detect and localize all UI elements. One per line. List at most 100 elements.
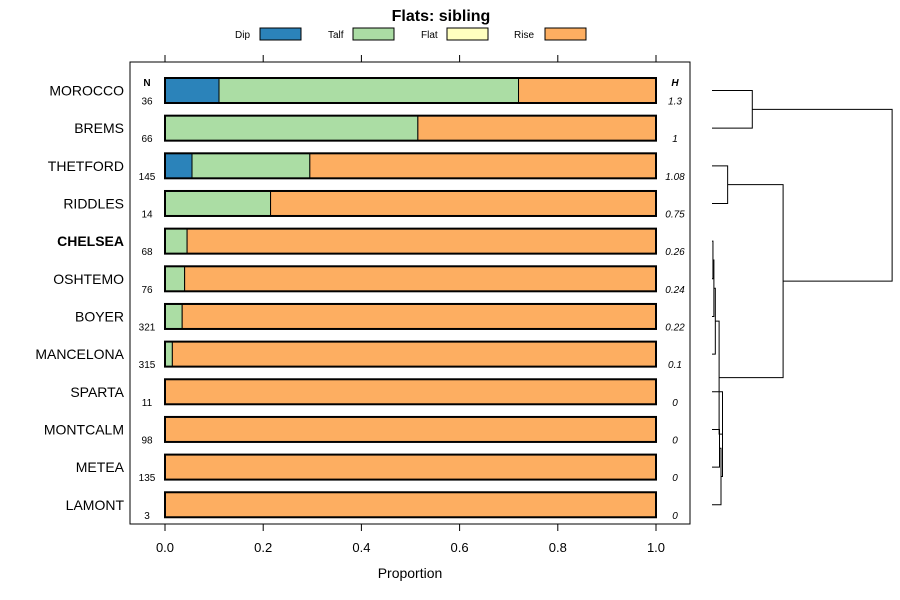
h-value-lamont: 0	[672, 511, 678, 522]
bar-outline-boyer	[164, 302, 657, 330]
bar-segment-brems-talf	[164, 115, 419, 142]
n-value-riddles: 14	[141, 209, 153, 220]
n-value-lamont: 3	[144, 511, 150, 522]
bar-outline-oshtemo	[164, 265, 657, 293]
legend-swatch-talf	[352, 27, 395, 41]
n-value-chelsea: 68	[141, 247, 153, 258]
bar-outline-thetford	[164, 152, 657, 180]
bar-segment-chelsea-talf	[164, 228, 188, 255]
bar-segment-boyer-talf	[164, 303, 183, 330]
dendrogram-link-0	[712, 90, 753, 129]
n-value-boyer: 321	[139, 322, 156, 333]
h-value-boyer: 0.22	[665, 322, 685, 333]
dendrogram-link-10	[752, 108, 893, 282]
category-label-metea: METEA	[76, 459, 125, 475]
bar-outline-chelsea	[164, 227, 657, 255]
bar-segment-oshtemo-rise	[184, 265, 657, 292]
dendrogram-link-1	[712, 165, 729, 204]
bar-outline-montcalm	[164, 415, 657, 443]
bar-segment-sparta-rise	[164, 378, 657, 405]
bar-segment-lamont-rise	[164, 491, 657, 518]
n-value-thetford: 145	[139, 172, 156, 183]
legend-swatch-flat	[446, 27, 489, 41]
chart-title: Flats: sibling	[392, 8, 491, 25]
bar-segment-riddles-talf	[164, 190, 272, 217]
h-value-mancelona: 0.1	[668, 360, 682, 371]
bars-group: MOROCCO 36 1.3 BREMS 66 1 THETFORD 145 1.08 RIDDL…	[35, 77, 685, 522]
x-tick-label-5: 1.0	[647, 540, 665, 555]
bar-segment-brems-rise	[417, 115, 657, 142]
bar-segment-mancelona-talf	[164, 341, 173, 368]
bar-outline-metea	[164, 453, 657, 481]
bar-outline-lamont	[164, 491, 657, 519]
category-label-boyer: BOYER	[75, 308, 124, 324]
n-value-brems: 66	[141, 134, 153, 145]
h-value-brems: 1	[672, 134, 678, 145]
bar-segment-thetford-talf	[191, 152, 311, 179]
dendrogram-link-5	[712, 428, 720, 468]
h-column-header: H	[671, 78, 679, 89]
legend: Dip Talf Flat Rise	[235, 27, 587, 41]
bar-segment-morocco-dip	[164, 77, 220, 104]
x-tick-label-2: 0.4	[352, 540, 370, 555]
category-label-oshtemo: OSHTEMO	[53, 271, 124, 287]
category-label-riddles: RIDDLES	[63, 195, 124, 211]
n-value-oshtemo: 76	[141, 285, 153, 296]
bar-segment-thetford-dip	[164, 152, 193, 179]
bar-segment-mancelona-rise	[171, 341, 657, 368]
legend-label-rise: Rise	[514, 30, 534, 41]
bar-segment-metea-rise	[164, 454, 657, 481]
h-value-montcalm: 0	[672, 435, 678, 446]
bar-segment-oshtemo-talf	[164, 265, 186, 292]
category-label-lamont: LAMONT	[66, 497, 125, 513]
n-value-montcalm: 98	[141, 435, 153, 446]
dendrogram-link-9	[719, 184, 784, 379]
bar-outline-brems	[164, 114, 657, 142]
h-value-thetford: 1.08	[665, 172, 685, 183]
legend-label-dip: Dip	[235, 30, 250, 41]
x-tick-label-1: 0.2	[254, 540, 272, 555]
h-value-oshtemo: 0.24	[665, 285, 685, 296]
category-label-morocco: MOROCCO	[49, 83, 124, 99]
legend-label-flat: Flat	[421, 30, 438, 41]
n-value-mancelona: 315	[139, 360, 156, 371]
bar-outline-riddles	[164, 189, 657, 217]
category-label-mancelona: MANCELONA	[35, 346, 124, 362]
h-value-morocco: 1.3	[668, 97, 682, 108]
legend-label-talf: Talf	[328, 30, 344, 41]
category-label-sparta: SPARTA	[70, 384, 124, 400]
dendrogram-link-2	[712, 240, 714, 280]
x-tick-label-3: 0.6	[451, 540, 469, 555]
x-tick-label-0: 0.0	[156, 540, 174, 555]
h-value-chelsea: 0.26	[665, 247, 685, 258]
bar-segment-montcalm-rise	[164, 416, 657, 443]
x-tick-label-4: 0.8	[549, 540, 567, 555]
category-label-montcalm: MONTCALM	[44, 421, 124, 437]
n-value-metea: 135	[139, 473, 156, 484]
bar-outline-morocco	[164, 77, 657, 104]
bar-outline-mancelona	[164, 340, 657, 368]
x-axis-title: Proportion	[378, 565, 443, 581]
dendrogram	[712, 90, 893, 506]
plot-frame	[129, 61, 691, 525]
category-label-brems: BREMS	[74, 120, 124, 136]
n-value-sparta: 11	[142, 398, 153, 409]
h-value-riddles: 0.75	[665, 209, 685, 220]
category-label-thetford: THETFORD	[48, 158, 124, 174]
h-value-sparta: 0	[672, 398, 678, 409]
category-label-chelsea: CHELSEA	[57, 233, 124, 249]
bar-segment-morocco-rise	[518, 77, 657, 104]
bar-segment-morocco-talf	[218, 77, 520, 104]
n-column-header: N	[143, 78, 150, 89]
legend-swatch-rise	[544, 27, 587, 41]
bar-segment-riddles-rise	[270, 190, 657, 217]
legend-swatch-dip	[259, 27, 302, 41]
bar-outline-sparta	[164, 378, 657, 406]
bar-segment-thetford-rise	[309, 152, 657, 179]
bar-segment-chelsea-rise	[186, 228, 657, 255]
h-value-metea: 0	[672, 473, 678, 484]
bar-segment-boyer-rise	[181, 303, 657, 330]
n-value-morocco: 36	[141, 97, 153, 108]
x-axis: 0.0 0.2 0.4 0.6 0.8 1.0	[156, 55, 665, 555]
